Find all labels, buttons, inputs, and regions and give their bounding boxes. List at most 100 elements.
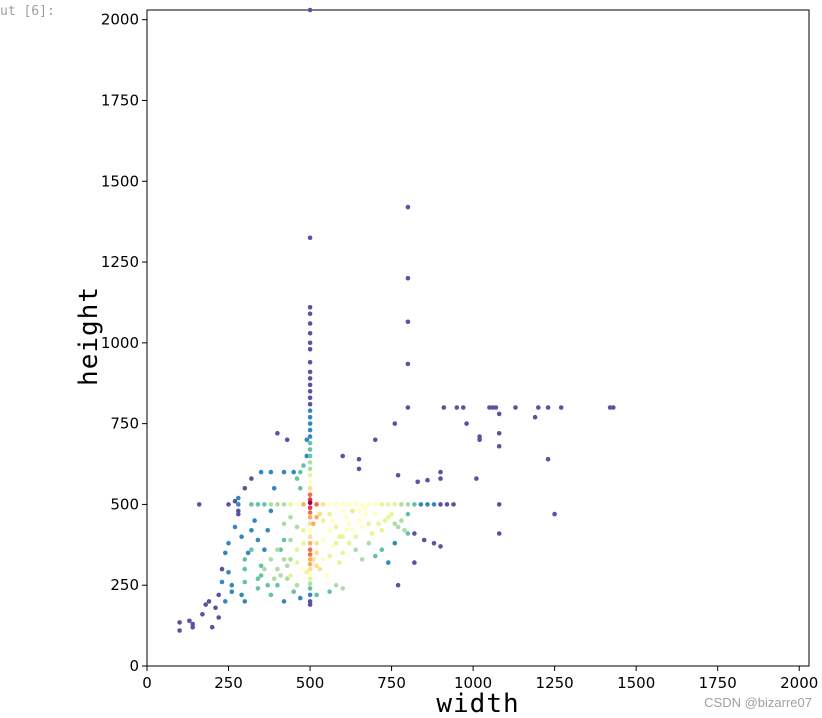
data-point — [294, 560, 300, 565]
data-point — [376, 521, 381, 527]
data-point — [281, 599, 287, 604]
y-tick-label: 1250 — [101, 253, 139, 271]
data-point — [307, 497, 313, 502]
data-point — [255, 502, 261, 507]
data-point — [454, 405, 460, 410]
data-point — [493, 405, 499, 410]
data-point — [307, 401, 313, 407]
data-point — [412, 560, 417, 565]
data-point — [284, 437, 290, 443]
data-point — [284, 563, 290, 569]
data-point — [190, 624, 195, 630]
y-tick-label: 2000 — [101, 11, 139, 29]
data-point — [399, 502, 404, 507]
data-point — [487, 405, 492, 410]
data-point — [474, 476, 479, 481]
data-point — [307, 359, 313, 365]
data-point — [363, 511, 368, 517]
data-point — [405, 405, 411, 410]
data-point — [333, 524, 339, 530]
data-point — [307, 492, 313, 498]
data-point — [275, 582, 280, 588]
x-axis-label: width — [436, 689, 519, 718]
data-point — [340, 502, 346, 507]
data-point — [288, 557, 293, 562]
data-point — [307, 235, 313, 241]
data-point — [373, 502, 378, 507]
data-point — [395, 473, 401, 478]
data-point — [415, 479, 421, 485]
data-point — [395, 524, 401, 530]
data-point — [249, 528, 254, 533]
data-point — [307, 389, 313, 394]
data-point — [373, 437, 378, 443]
data-point — [177, 628, 182, 633]
data-point — [552, 511, 557, 517]
data-point — [213, 605, 218, 611]
data-point — [405, 511, 411, 517]
data-point — [301, 502, 306, 507]
data-point — [242, 486, 248, 491]
data-point — [242, 566, 248, 572]
data-point — [294, 524, 300, 530]
data-point — [405, 531, 411, 536]
cell-prompt: ut [6]: — [0, 4, 55, 19]
data-point — [431, 540, 437, 546]
data-point — [307, 369, 313, 375]
data-point — [346, 540, 352, 546]
data-point — [271, 486, 277, 491]
data-point — [190, 621, 195, 627]
data-point — [333, 540, 339, 546]
x-axis: 0 250 500 750 1000 1250 1500 1750 2000 — [142, 666, 818, 692]
data-point — [275, 431, 280, 436]
data-point — [307, 460, 313, 465]
data-point — [340, 453, 346, 459]
data-point — [307, 521, 313, 527]
data-point — [249, 476, 254, 481]
data-point — [281, 557, 287, 562]
data-point — [275, 502, 280, 507]
data-point — [307, 347, 313, 352]
data-point — [307, 434, 313, 439]
x-tick-label: 250 — [214, 674, 243, 692]
data-point — [343, 528, 349, 533]
data-point — [278, 573, 284, 578]
data-point — [236, 508, 241, 514]
data-point — [307, 566, 313, 572]
data-point — [353, 534, 359, 539]
data-point — [317, 511, 323, 517]
data-point — [320, 518, 326, 523]
data-point — [307, 305, 313, 310]
y-tick-label: 250 — [110, 576, 139, 594]
data-point — [203, 602, 208, 607]
x-tick-label: 750 — [377, 674, 406, 692]
data-point — [258, 469, 264, 475]
data-point — [242, 579, 248, 585]
data-point — [307, 500, 313, 506]
data-point — [496, 531, 502, 536]
data-point — [307, 571, 313, 577]
data-point — [187, 618, 192, 624]
data-point — [307, 510, 313, 515]
data-point — [330, 544, 336, 549]
data-point — [288, 537, 293, 543]
data-point — [461, 405, 466, 410]
data-point — [314, 550, 319, 556]
x-tick-label: 1750 — [699, 674, 737, 692]
data-point — [177, 620, 182, 625]
data-point — [464, 421, 469, 426]
data-point — [307, 479, 313, 485]
data-point — [307, 427, 313, 433]
data-point — [307, 453, 313, 459]
data-point — [284, 576, 290, 581]
data-point — [298, 595, 303, 601]
data-point — [327, 528, 332, 533]
data-point — [373, 553, 378, 559]
y-tick-label: 0 — [129, 657, 139, 675]
data-point — [307, 447, 313, 452]
data-point — [294, 476, 300, 481]
data-point — [307, 340, 313, 346]
data-point — [298, 486, 303, 491]
data-point — [314, 592, 319, 598]
